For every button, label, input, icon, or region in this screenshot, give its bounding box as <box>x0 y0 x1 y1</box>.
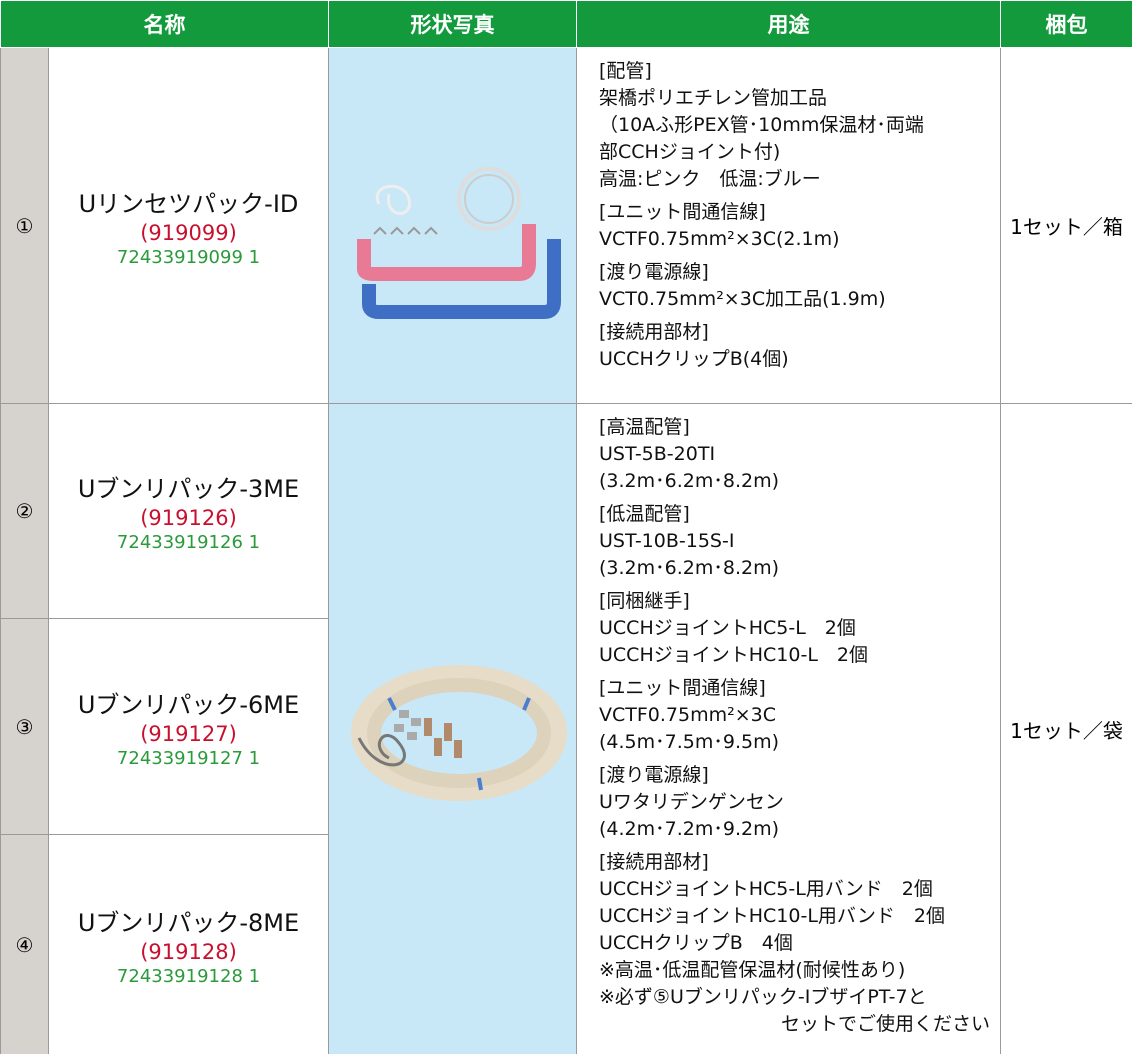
item-code: (919127) <box>140 721 237 746</box>
usage-section: [接続用部材] UCCHクリップB(4個) <box>599 319 990 373</box>
usage-line: (3.2m･6.2m･8.2m) <box>599 470 779 492</box>
item-number: ④ <box>0 834 49 1054</box>
photo-cell <box>328 403 577 1054</box>
usage-heading: [配管] <box>599 60 652 82</box>
usage-heading: [接続用部材] <box>599 851 709 873</box>
item-jan: 72433919128 1 <box>116 966 261 987</box>
usage-section: [ユニット間通信線] VCTF0.75mm²×3C (4.5m･7.5m･9.5m) <box>599 675 990 756</box>
usage-line: UST-5B-20TI <box>599 443 716 465</box>
item-name: Uブンリパック-6ME <box>77 690 300 719</box>
usage-cell: [配管] 架橋ポリエチレン管加工品 （10Aふ形PEX管･10mm保温材･両端 部CC… <box>576 47 1001 404</box>
item-name-cell: Uリンセツパック-ID (919099) 72433919099 1 <box>48 47 329 404</box>
usage-heading: [渡り電源線] <box>599 261 709 283</box>
item-name: Uブンリパック-3ME <box>77 475 300 503</box>
product-photo <box>351 664 567 801</box>
item-code: (919128) <box>140 940 237 964</box>
usage-line: 高温:ピンク 低温:ブルー <box>599 168 821 190</box>
item-name-cell: Uブンリパック-3ME (919126) 72433919126 1 <box>48 403 329 619</box>
usage-line: UCCHジョイントHC10-L用バンド 2個 <box>599 905 945 927</box>
usage-line: 部CCHジョイント付) <box>599 141 781 163</box>
usage-heading: [高温配管] <box>599 416 690 438</box>
item-number: ① <box>0 47 49 404</box>
item-number: ③ <box>0 618 49 835</box>
item-name-cell: Uブンリパック-8ME (919128) 72433919128 1 <box>48 834 329 1054</box>
item-code: (919099) <box>140 220 237 245</box>
product-row: ① Uリンセツパック-ID (919099) 72433919099 1 [配管] 架橋… <box>0 47 1132 404</box>
item-name: Uリンセツパック-ID <box>78 189 299 218</box>
header-row: 名称 形状写真 用途 梱包 <box>0 0 1132 48</box>
usage-section: [渡り電源線] VCT0.75mm²×3C加工品(1.9m) <box>599 259 990 313</box>
usage-line: UCCHクリップB(4個) <box>599 348 789 370</box>
usage-heading: [渡り電源線] <box>599 764 709 786</box>
header-cell: 用途 <box>576 0 1001 48</box>
packing-cell: 1セット／箱 <box>1000 47 1132 404</box>
item-jan: 72433919099 1 <box>116 246 261 268</box>
usage-line: VCTF0.75mm²×3C(2.1m) <box>599 228 840 250</box>
usage-heading: [同梱継手] <box>599 590 690 612</box>
usage-line: (3.2m･6.2m･8.2m) <box>599 557 779 579</box>
usage-line: ※必ず⑤Uブンリパック-IブザイPT-7と <box>599 986 927 1008</box>
usage-section: [渡り電源線] Uワタリデンゲンセン (4.2m･7.2m･9.2m) <box>599 762 990 843</box>
usage-line: UCCHクリップB 4個 <box>599 932 793 954</box>
usage-line: UCCHジョイントHC10-L 2個 <box>599 644 868 666</box>
usage-line: VCT0.75mm²×3C加工品(1.9m) <box>599 288 886 310</box>
usage-line: Uワタリデンゲンセン <box>599 791 784 813</box>
header-cell: 形状写真 <box>328 0 577 48</box>
usage-heading: [接続用部材] <box>599 321 709 343</box>
product-row: ③ Uブンリパック-6ME (919127) 72433919127 1 <box>0 618 1132 835</box>
usage-line: セットでご使用ください <box>780 1013 990 1035</box>
usage-line: VCTF0.75mm²×3C <box>599 704 777 726</box>
usage-line: (4.2m･7.2m･9.2m) <box>599 818 779 840</box>
usage-section: [低温配管] UST-10B-15S-I (3.2m･6.2m･8.2m) <box>599 501 990 582</box>
usage-line: ※高温･低温配管保温材(耐候性あり) <box>599 959 906 981</box>
usage-line: UCCHジョイントHC5-L 2個 <box>599 617 856 639</box>
usage-line: (4.5m･7.5m･9.5m) <box>599 731 779 753</box>
usage-line: （10Aふ形PEX管･10mm保温材･両端 <box>599 114 924 136</box>
header-cell: 梱包 <box>1000 0 1132 48</box>
item-name-cell: Uブンリパック-6ME (919127) 72433919127 1 <box>48 618 329 835</box>
item-jan: 72433919127 1 <box>116 747 261 769</box>
item-number: ② <box>0 403 49 619</box>
usage-section: [ユニット間通信線] VCTF0.75mm²×3C(2.1m) <box>599 199 990 253</box>
usage-section: [同梱継手] UCCHジョイントHC5-L 2個 UCCHジョイントHC10-L 2… <box>599 588 990 669</box>
product-row: ④ Uブンリパック-8ME (919128) 72433919128 1 <box>0 834 1132 1054</box>
usage-section: [接続用部材] UCCHジョイントHC5-L用バンド 2個 UCCHジョイントHC1… <box>599 849 990 1038</box>
usage-section: [高温配管] UST-5B-20TI (3.2m･6.2m･8.2m) <box>599 414 990 495</box>
product-row: ② Uブンリパック-3ME (919126) 72433919126 1 [高温配管]… <box>0 403 1132 1054</box>
header-cell: 名称 <box>0 0 329 48</box>
usage-section: [配管] 架橋ポリエチレン管加工品 （10Aふ形PEX管･10mm保温材･両端 部CC… <box>599 58 990 193</box>
usage-heading: [低温配管] <box>599 503 690 525</box>
item-code: (919126) <box>140 506 237 530</box>
item-name: Uブンリパック-8ME <box>77 909 300 937</box>
usage-heading: [ユニット間通信線] <box>599 677 766 699</box>
item-jan: 72433919126 1 <box>116 532 261 553</box>
usage-cell: [高温配管] UST-5B-20TI (3.2m･6.2m･8.2m) [低温配管] U… <box>576 403 1001 1054</box>
usage-heading: [ユニット間通信線] <box>599 201 766 223</box>
packing-cell: 1セット／袋 <box>1000 403 1132 1054</box>
usage-line: UCCHジョイントHC5-L用バンド 2個 <box>599 878 933 900</box>
photo-cell <box>328 47 577 404</box>
usage-line: UST-10B-15S-I <box>599 530 735 552</box>
usage-line: 架橋ポリエチレン管加工品 <box>599 87 828 109</box>
product-photo <box>357 166 561 319</box>
